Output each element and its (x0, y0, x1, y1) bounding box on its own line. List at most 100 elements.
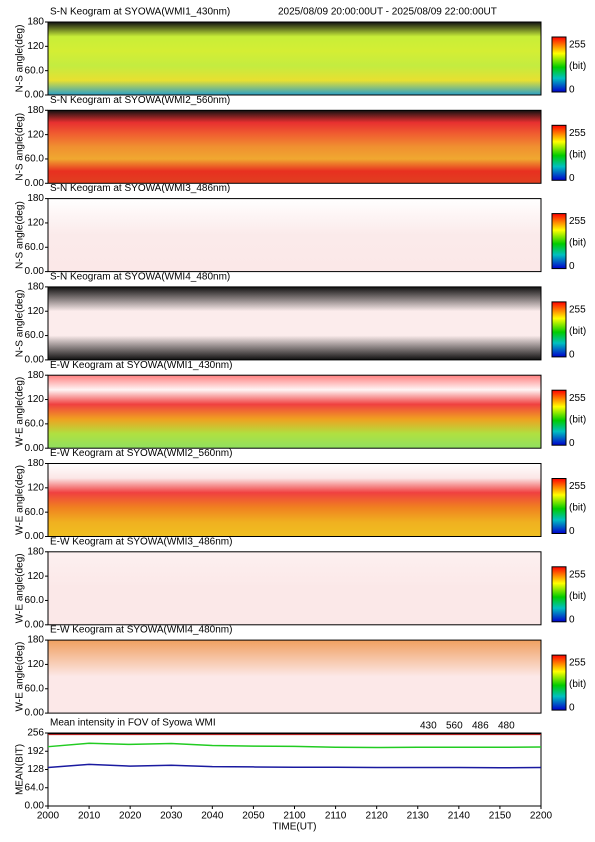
colorbar-unit: (bit) (569, 61, 586, 72)
keogram-image (47, 463, 542, 537)
legend-entry: 486 (472, 721, 489, 732)
colorbar (551, 124, 567, 181)
legend-entry: 560 (446, 721, 463, 732)
y-tick-label: 60.0 (25, 65, 45, 76)
x-tick-label: 2140 (448, 811, 471, 822)
colorbar-max: 255 (569, 40, 586, 51)
keogram-image (47, 21, 542, 96)
x-tick-label: 2100 (283, 811, 306, 822)
y-tick-label: 0.00 (25, 443, 45, 454)
colorbar-min: 0 (569, 438, 575, 449)
y-axis-label: W-E angle(deg) (15, 377, 26, 447)
x-tick-label: 2110 (325, 811, 347, 822)
y-tick-label: 60.0 (25, 154, 45, 165)
y-tick-label: 60.0 (25, 242, 45, 253)
y-tick-label: 60.0 (25, 683, 45, 694)
x-tick-label: 2040 (201, 811, 224, 822)
colorbar-min: 0 (569, 526, 575, 537)
y-tick-label: 0.00 (25, 531, 45, 542)
x-tick-label: 2020 (119, 811, 142, 822)
panel-title: E-W Keogram at SYOWA(WMI3_486nm) (50, 536, 232, 547)
colorbar-unit: (bit) (569, 238, 586, 249)
keogram-image (47, 198, 542, 273)
colorbar-unit: (bit) (569, 679, 586, 690)
y-tick-label: 0.00 (25, 355, 45, 366)
plot-frame (47, 732, 542, 807)
x-tick-label: 2120 (366, 811, 389, 822)
colorbar (551, 213, 567, 270)
y-tick-label: 64.0 (25, 782, 45, 793)
colorbar-unit: (bit) (569, 414, 586, 425)
y-axis-label: MEAN(BIT) (15, 744, 26, 795)
keogram-image (47, 551, 542, 626)
y-tick-label: 120 (27, 129, 44, 140)
y-tick-label: 192 (27, 746, 44, 757)
y-tick-label: 0.00 (25, 619, 45, 630)
x-tick-label: 2010 (78, 811, 101, 822)
series-line (47, 742, 542, 749)
x-tick-label: 2200 (530, 811, 553, 822)
colorbar-max: 255 (569, 216, 586, 227)
y-axis-label: W-E angle(deg) (15, 465, 26, 535)
x-tick-label: 2130 (407, 811, 430, 822)
y-tick-label: 180 (27, 635, 44, 646)
colorbar (551, 654, 567, 711)
y-tick-label: 180 (27, 370, 44, 381)
y-tick-label: 0.00 (25, 266, 45, 277)
keogram-image (47, 639, 542, 714)
chart-title: Mean intensity in FOV of Syowa WMI (50, 718, 216, 729)
x-tick-label: 2000 (37, 811, 60, 822)
keogram-image (47, 286, 542, 361)
y-tick-label: 120 (27, 306, 44, 317)
colorbar (551, 301, 567, 358)
colorbar-min: 0 (569, 85, 575, 96)
y-tick-label: 120 (27, 218, 44, 229)
y-tick-label: 60.0 (25, 595, 45, 606)
x-tick-label: 2150 (489, 811, 512, 822)
y-axis-label: N-S angle(deg) (15, 113, 26, 181)
colorbar-max: 255 (569, 481, 586, 492)
x-tick-label: 2030 (160, 811, 183, 822)
x-tick-label: 2050 (242, 811, 265, 822)
series-line (47, 763, 542, 769)
y-tick-label: 180 (27, 546, 44, 557)
y-tick-label: 180 (27, 193, 44, 204)
colorbar-min: 0 (569, 173, 575, 184)
y-tick-label: 128 (27, 764, 44, 775)
y-tick-label: 0.00 (25, 90, 45, 101)
colorbar (551, 36, 567, 93)
panel-title: E-W Keogram at SYOWA(WMI4_480nm) (50, 625, 232, 636)
panel-title: S-N Keogram at SYOWA(WMI3_486nm) (50, 183, 230, 194)
panel-title: S-N Keogram at SYOWA(WMI2_560nm) (50, 95, 230, 106)
y-tick-label: 60.0 (25, 330, 45, 341)
y-tick-label: 120 (27, 394, 44, 405)
panel-title: E-W Keogram at SYOWA(WMI2_560nm) (50, 448, 232, 459)
y-tick-label: 120 (27, 482, 44, 493)
y-axis-label: W-E angle(deg) (15, 642, 26, 712)
colorbar-max: 255 (569, 305, 586, 316)
colorbar-max: 255 (569, 393, 586, 404)
keogram-image (47, 374, 542, 449)
y-tick-label: 120 (27, 571, 44, 582)
y-tick-label: 180 (27, 17, 44, 28)
x-axis-label: TIME(UT) (273, 822, 317, 833)
y-axis-label: N-S angle(deg) (15, 201, 26, 269)
y-tick-label: 60.0 (25, 507, 45, 518)
y-tick-label: 256 (27, 728, 44, 739)
y-tick-label: 60.0 (25, 419, 45, 430)
y-tick-label: 0.00 (25, 708, 45, 719)
y-tick-label: 120 (27, 41, 44, 52)
y-tick-label: 180 (27, 458, 44, 469)
colorbar (551, 389, 567, 446)
y-tick-label: 120 (27, 659, 44, 670)
y-tick-label: 0.00 (25, 178, 45, 189)
panel-title: S-N Keogram at SYOWA(WMI4_480nm) (50, 272, 230, 283)
y-axis-label: N-S angle(deg) (15, 289, 26, 357)
legend-entry: 430 (420, 721, 437, 732)
colorbar-min: 0 (569, 703, 575, 714)
colorbar-min: 0 (569, 261, 575, 272)
legend-entry: 480 (498, 721, 515, 732)
header-time-range: 2025/08/09 20:00:00UT - 2025/08/09 22:00… (278, 7, 497, 18)
colorbar-max: 255 (569, 569, 586, 580)
